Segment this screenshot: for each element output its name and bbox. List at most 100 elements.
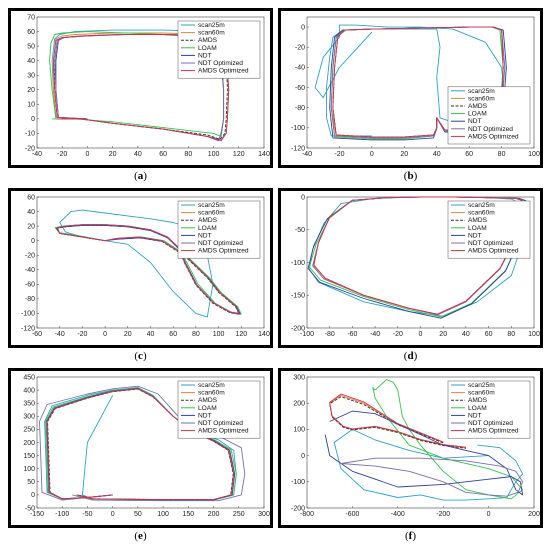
x-tick-label: 140: [258, 331, 270, 338]
x-tick-label: -60: [32, 331, 42, 338]
chart-a-svg: -40 -20 0 20 40 60 80 100 120 140-20-100102030405…: [25, 14, 270, 158]
legend-label: NDT Optimized: [198, 60, 243, 67]
legend-box: [447, 200, 531, 259]
caption-b: (b): [403, 170, 418, 182]
legend-label: AMDS Optimized: [468, 428, 519, 435]
chart-d-svg: -100 -80 -60 -40 -20 0 20 40 60 80 100-200-150-100…: [291, 194, 540, 338]
legend-label: NDT: [468, 412, 482, 419]
x-tick-label: -50: [82, 511, 92, 518]
y-tick-label: -50: [25, 505, 35, 512]
x-tick-label: 120: [233, 151, 245, 158]
x-tick-label: -40: [55, 331, 65, 338]
x-tick-label: 0: [487, 511, 491, 518]
x-tick-label: -600: [345, 511, 359, 518]
legend-box: [177, 380, 261, 439]
y-tick-label: 0: [31, 492, 35, 499]
x-tick-label: 100: [208, 151, 220, 158]
x-tick-label: 0: [370, 151, 374, 158]
x-tick-label: 20: [124, 331, 132, 338]
x-tick-label: 40: [147, 331, 155, 338]
legend-label: NDT Optimized: [468, 240, 513, 247]
y-tick-label: -200: [291, 505, 305, 512]
y-tick-label: 200: [23, 440, 35, 447]
x-tick-label: -20: [77, 331, 87, 338]
chart-panel-f: -800 -600 -400 -200 0 200 -200 -100 0 100 200 300 sc…: [278, 368, 543, 528]
x-tick-label: 100: [528, 151, 540, 158]
x-tick-label: 140: [258, 151, 270, 158]
legend-label: LOAM: [198, 45, 217, 52]
y-tick-label: 0: [31, 238, 35, 245]
legend-label: LOAM: [468, 405, 487, 412]
x-tick-label: 80: [192, 331, 200, 338]
series-line-6: [39, 385, 246, 502]
legend-box: [447, 380, 531, 439]
series-line-3: [329, 396, 466, 449]
x-tick-label: 0: [103, 331, 107, 338]
x-tick-label: 200: [528, 511, 540, 518]
x-tick-label: -100: [55, 511, 69, 518]
x-tick-label: 100: [213, 331, 225, 338]
x-tick-label: -60: [347, 331, 357, 338]
x-tick-label: 20: [439, 331, 447, 338]
chart-panel-d: -100 -80 -60 -40 -20 0 20 40 60 80 100 -200 -150 -100…: [278, 188, 543, 348]
y-tick-label: 200: [293, 401, 305, 408]
series-line-3: [54, 34, 228, 140]
y-tick-label: 0: [301, 194, 305, 201]
y-tick-label: -20: [25, 145, 35, 152]
legend-label: NDT: [198, 232, 212, 239]
chart-panel-a: -40 -20 0 20 40 60 80 100 120 140 -20 -10 0 10 20 30 40 5…: [8, 8, 273, 168]
y-tick-label: -120: [291, 145, 305, 152]
chart-c-svg: -60 -40 -20 0 20 40 60 80 100 120 140 -120 -100 -80 -6…: [21, 194, 270, 338]
legend-label: scan25m: [198, 202, 225, 209]
y-tick-label: 300: [23, 414, 35, 421]
series-line-7: [313, 196, 522, 315]
legend-label: scan25m: [468, 202, 495, 209]
legend-label: AMDS: [468, 217, 488, 224]
y-tick-label: -60: [295, 85, 305, 92]
y-tick-label: -80: [295, 105, 305, 112]
y-tick-label: 100: [293, 427, 305, 434]
chart-f-svg: -800 -600 -400 -200 0 200 -200 -100 0 100 200 300 sc…: [291, 374, 540, 518]
legend-label: NDT Optimized: [198, 420, 243, 427]
x-tick-label: -800: [300, 511, 314, 518]
x-tick-label: 0: [85, 151, 89, 158]
legend-label: NDT: [198, 412, 212, 419]
legend-label: NDT Optimized: [468, 420, 513, 427]
y-tick-label: -20: [25, 253, 35, 260]
chart-panel-e: -150 -100 -50 0 50 100 150 200 250 300 -50 0 50 100 15…: [8, 368, 273, 528]
legend-box: [177, 200, 261, 259]
y-tick-label: 450: [23, 374, 35, 381]
x-tick-label: -20: [393, 331, 403, 338]
x-tick-label: -150: [30, 511, 44, 518]
y-tick-label: 150: [23, 453, 35, 460]
y-tick-label: 40: [27, 58, 35, 65]
y-tick-label: 60: [27, 194, 35, 201]
y-tick-label: 350: [23, 401, 35, 408]
series-line-6: [340, 457, 524, 497]
x-tick-label: -40: [370, 331, 380, 338]
legend-label: AMDS: [468, 397, 488, 404]
legend-label: scan60m: [198, 390, 225, 397]
x-tick-label: 60: [485, 331, 493, 338]
x-tick-label: 60: [159, 151, 167, 158]
x-tick-label: 0: [419, 331, 423, 338]
y-tick-label: -20: [295, 45, 305, 52]
caption-c: (c): [134, 350, 147, 362]
series-line-7: [46, 388, 235, 501]
y-tick-label: 0: [31, 116, 35, 123]
x-tick-label: 80: [498, 151, 506, 158]
x-tick-label: 80: [507, 331, 515, 338]
x-tick-label: -40: [32, 151, 42, 158]
y-tick-label: -100: [21, 311, 35, 318]
y-tick-label: -150: [291, 293, 305, 300]
x-tick-label: -80: [325, 331, 335, 338]
legend-label: scan60m: [198, 30, 225, 37]
y-tick-label: 100: [23, 466, 35, 473]
caption-f: (f): [404, 530, 416, 542]
y-tick-label: -80: [25, 296, 35, 303]
y-tick-label: 40: [27, 209, 35, 216]
legend-box: [177, 20, 261, 79]
y-tick-label: 300: [293, 374, 305, 381]
x-tick-label: 100: [157, 511, 169, 518]
legend-label: scan60m: [198, 210, 225, 217]
